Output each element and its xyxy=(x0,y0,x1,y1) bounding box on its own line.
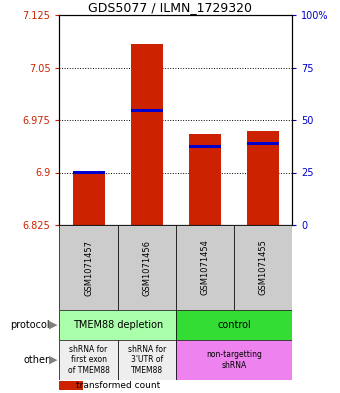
Bar xyxy=(247,141,279,145)
Bar xyxy=(59,340,118,380)
Text: control: control xyxy=(217,320,251,330)
Text: GSM1071454: GSM1071454 xyxy=(201,240,209,296)
Text: ▶: ▶ xyxy=(49,320,58,330)
Text: protocol: protocol xyxy=(10,320,49,330)
Text: non-targetting
shRNA: non-targetting shRNA xyxy=(206,350,262,370)
Bar xyxy=(73,173,105,225)
Text: GSM1071457: GSM1071457 xyxy=(84,239,93,296)
Bar xyxy=(189,145,221,148)
Text: GSM1071456: GSM1071456 xyxy=(142,239,151,296)
Bar xyxy=(131,44,163,225)
Bar xyxy=(73,171,105,174)
Bar xyxy=(176,310,292,340)
Text: transformed count: transformed count xyxy=(76,381,160,390)
Bar xyxy=(59,225,118,310)
Bar xyxy=(118,340,176,380)
Bar xyxy=(131,109,163,112)
Bar xyxy=(176,225,234,310)
Text: shRNA for
first exon
of TMEM88: shRNA for first exon of TMEM88 xyxy=(68,345,109,375)
Bar xyxy=(118,225,176,310)
Bar xyxy=(176,340,292,380)
Text: ▶: ▶ xyxy=(49,355,58,365)
Text: GDS5077 / ILMN_1729320: GDS5077 / ILMN_1729320 xyxy=(88,1,252,14)
Text: shRNA for
3'UTR of
TMEM88: shRNA for 3'UTR of TMEM88 xyxy=(128,345,166,375)
Bar xyxy=(189,134,221,225)
Bar xyxy=(234,225,292,310)
Bar xyxy=(59,310,176,340)
Text: GSM1071455: GSM1071455 xyxy=(259,240,268,296)
Text: other: other xyxy=(23,355,49,365)
Bar xyxy=(59,381,83,390)
Text: TMEM88 depletion: TMEM88 depletion xyxy=(73,320,163,330)
Bar xyxy=(247,130,279,225)
